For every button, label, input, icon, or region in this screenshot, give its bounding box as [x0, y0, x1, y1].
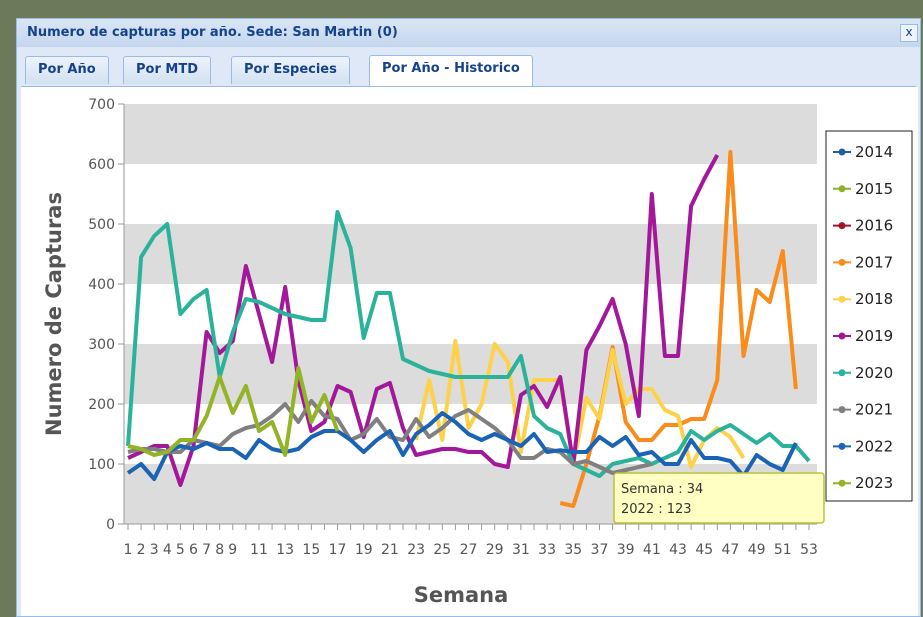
legend-label: 2022 — [855, 437, 893, 455]
tooltip-text: 2022 : 123 — [621, 502, 692, 517]
y-tick-label: 0 — [106, 517, 115, 533]
x-tick-label: 17 — [329, 542, 347, 558]
x-tick-label: 47 — [722, 542, 740, 558]
legend-marker — [838, 406, 846, 414]
series-line — [127, 154, 720, 487]
x-tick-label: 3 — [150, 542, 159, 558]
x-tick-label: 41 — [643, 542, 661, 558]
tab[interactable]: Por Año — [25, 56, 109, 84]
x-tick-label: 19 — [355, 542, 373, 558]
series-line — [414, 339, 746, 469]
x-tick-label: 1 — [124, 542, 133, 558]
legend-label: 2023 — [855, 474, 893, 492]
tooltip-text: Semana : 34 — [621, 482, 703, 497]
tab[interactable]: Por MTD — [123, 56, 211, 84]
legend-marker — [838, 148, 846, 156]
x-tick-label: 35 — [564, 542, 582, 558]
x-tick-label: 23 — [407, 542, 425, 558]
x-tick-label: 21 — [381, 542, 399, 558]
plot-band — [124, 344, 817, 404]
tooltip — [613, 472, 825, 524]
series-line — [126, 411, 798, 481]
x-tick-label: 25 — [433, 542, 451, 558]
x-tick-label: 31 — [512, 542, 530, 558]
x-tick-label: 15 — [302, 542, 320, 558]
x-tick-label: 27 — [460, 542, 478, 558]
window-title: Numero de capturas por año. Sede: San Ma… — [27, 25, 398, 40]
tab-bar: Por Año Por MTD Por Especies Por Año - Hist… — [21, 53, 916, 87]
x-tick-label: 51 — [774, 542, 792, 558]
x-tick-label: 49 — [748, 542, 766, 558]
legend-marker — [838, 442, 846, 450]
legend-box — [825, 130, 913, 502]
x-tick-label: 8 — [215, 542, 224, 558]
x-tick-label: 45 — [695, 542, 713, 558]
x-tick-label: 37 — [591, 542, 609, 558]
series-line — [127, 366, 340, 457]
plot-band — [124, 224, 817, 284]
legend-marker — [838, 369, 846, 377]
tab[interactable]: Por Año - Historico — [369, 55, 533, 86]
x-tick-label: 43 — [669, 542, 687, 558]
x-tick-label: 13 — [276, 542, 294, 558]
y-axis-title: Numero de Capturas — [42, 192, 66, 436]
tab[interactable]: Por Especies — [231, 56, 350, 84]
plot-band — [124, 104, 817, 164]
title-bar: Numero de capturas por año. Sede: San Ma… — [17, 19, 920, 47]
legend-marker — [838, 222, 846, 230]
x-tick-label: 11 — [250, 542, 268, 558]
x-tick-label: 33 — [538, 542, 556, 558]
legend-label: 2018 — [855, 290, 893, 308]
x-tick-label: 53 — [800, 542, 818, 558]
y-tick-label: 300 — [88, 337, 115, 353]
legend-marker — [838, 185, 846, 193]
x-tick-label: 5 — [176, 542, 185, 558]
y-tick-label: 700 — [88, 97, 115, 113]
legend-marker — [838, 258, 846, 266]
y-tick-label: 100 — [88, 457, 115, 473]
legend-label: 2021 — [855, 401, 893, 419]
y-tick-label: 400 — [88, 277, 115, 293]
x-tick-label: 7 — [202, 542, 211, 558]
legend-label: 2020 — [855, 364, 893, 382]
x-tick-label: 9 — [228, 542, 237, 558]
close-button[interactable]: x — [900, 24, 918, 42]
legend-label: 2016 — [855, 217, 893, 235]
y-tick-label: 600 — [88, 157, 115, 173]
x-tick-label: 4 — [163, 542, 172, 558]
legend-label: 2017 — [855, 253, 893, 271]
x-tick-label: 29 — [486, 542, 504, 558]
y-tick-label: 200 — [88, 397, 115, 413]
legend-label: 2015 — [855, 180, 893, 198]
x-tick-label: 6 — [189, 542, 198, 558]
legend-marker — [838, 332, 846, 340]
series-line — [126, 210, 811, 478]
window: Numero de capturas por año. Sede: San Ma… — [16, 18, 921, 617]
x-tick-label: 39 — [617, 542, 635, 558]
y-tick-label: 500 — [88, 217, 115, 233]
legend-label: 2019 — [855, 327, 893, 345]
legend-label: 2014 — [855, 143, 893, 161]
legend-marker — [838, 479, 846, 487]
x-tick-label: 2 — [137, 542, 146, 558]
x-axis-title: Semana — [414, 583, 509, 607]
legend-marker — [838, 295, 846, 303]
